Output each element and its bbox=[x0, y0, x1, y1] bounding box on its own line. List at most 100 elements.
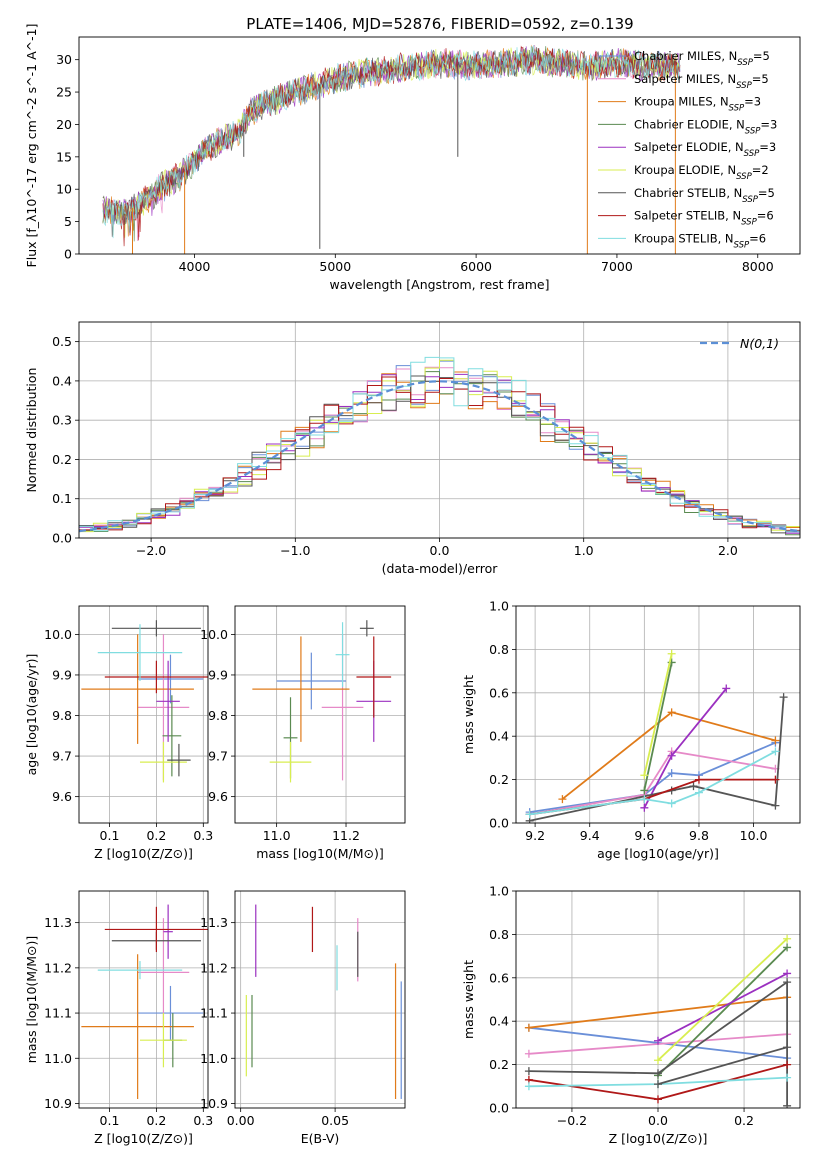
chart-age-weight: 9.2 9.4 9.6 9.8 10.0 0.0 0.2 0.4 0.6 0.8 1.0 age [l… bbox=[461, 599, 801, 861]
weight-line bbox=[657, 938, 788, 1061]
x-tick-label: 0.00 bbox=[227, 1113, 255, 1128]
y-tick-label: 11.1 bbox=[44, 1006, 72, 1021]
weight-marker bbox=[654, 1080, 662, 1089]
plot-area bbox=[252, 620, 392, 783]
x-tick-label: 9.2 bbox=[525, 828, 545, 843]
y-tick-label: 11.1 bbox=[200, 1006, 228, 1021]
x-tick-label: 8000 bbox=[742, 259, 774, 274]
y-tick-label: 0.4 bbox=[489, 1014, 509, 1029]
x-tick-label: 0.2 bbox=[146, 828, 166, 843]
weight-marker bbox=[667, 751, 676, 760]
x-tick-label: 1.0 bbox=[574, 543, 594, 558]
x-axis-label: Z [log10(Z/Z⊙)] bbox=[94, 846, 193, 861]
weight-line bbox=[643, 653, 673, 776]
chart-Z-age: 0.1 0.2 0.3 9.6 9.7 9.8 9.9 10.0 Z [log10(Z/Z⊙)]… bbox=[24, 605, 213, 861]
y-tick-label: 10.9 bbox=[200, 1096, 228, 1111]
weight-marker bbox=[722, 684, 731, 693]
legend-entry: Salpeter MILES, NSSP=5 bbox=[634, 72, 769, 91]
chart-mass-age: 11.0 11.2 9.6 9.7 9.8 9.9 10.0 mass [log10(M/M⊙… bbox=[200, 605, 406, 861]
x-tick-label: 0.3 bbox=[193, 828, 213, 843]
plot-area bbox=[102, 44, 681, 254]
y-tick-label: 10 bbox=[56, 182, 72, 197]
chart-residuals: N(0,1) −2.0 −1.0 0.0 1.0 2.0 0.0 0.1 0.2 0.3 0.4 0.… bbox=[24, 321, 801, 576]
spectrum-line bbox=[102, 45, 681, 239]
legend: Chabrier MILES, NSSP=5 Salpeter MILES, NS… bbox=[598, 49, 777, 250]
y-tick-label: 9.9 bbox=[52, 667, 72, 682]
weight-marker bbox=[783, 934, 792, 943]
y-tick-label: 0.8 bbox=[489, 927, 509, 942]
y-tick-label: 5 bbox=[64, 214, 72, 229]
y-tick-label: 1.0 bbox=[489, 599, 509, 614]
axes-frame bbox=[78, 36, 801, 255]
y-tick-label: 11.2 bbox=[44, 960, 72, 975]
legend-entry: Kroupa STELIB, NSSP=6 bbox=[634, 231, 766, 250]
weight-marker bbox=[694, 788, 703, 797]
y-tick-label: 9.6 bbox=[52, 789, 72, 804]
y-tick-label: 0.1 bbox=[52, 491, 72, 506]
legend-entry: N(0,1) bbox=[740, 336, 779, 351]
plot-area bbox=[245, 904, 402, 1099]
panels: Chabrier MILES, NSSP=5 Salpeter MILES, NS… bbox=[24, 24, 801, 1146]
chart-Z-weight: −0.2 0.0 0.2 0.0 0.2 0.4 0.6 0.8 1.0 Z [log10(Z/Z… bbox=[461, 884, 801, 1146]
weight-line bbox=[528, 996, 788, 1029]
y-tick-label: 0 bbox=[64, 247, 72, 262]
legend-entry: Chabrier ELODIE, NSSP=3 bbox=[634, 117, 777, 136]
x-tick-label: 2.0 bbox=[718, 543, 738, 558]
y-tick-label: 30 bbox=[56, 52, 72, 67]
weight-line bbox=[529, 750, 776, 816]
y-axis-label: Normed distribution bbox=[24, 368, 39, 493]
x-tick-label: 0.05 bbox=[321, 1113, 349, 1128]
y-tick-label: 9.8 bbox=[208, 708, 228, 723]
x-tick-label: 11.0 bbox=[263, 828, 291, 843]
weight-marker bbox=[771, 747, 780, 756]
weight-line bbox=[643, 687, 727, 809]
weight-marker bbox=[783, 1043, 792, 1052]
y-tick-label: 15 bbox=[56, 149, 72, 164]
plot-area bbox=[81, 620, 208, 783]
x-tick-label: 0.0 bbox=[430, 543, 450, 558]
y-tick-label: 11.3 bbox=[44, 915, 72, 930]
y-tick-label: 11.0 bbox=[44, 1051, 72, 1066]
gaussian-curve bbox=[79, 380, 800, 533]
x-axis-label: E(B-V) bbox=[301, 1131, 340, 1146]
weight-marker bbox=[667, 649, 676, 658]
y-tick-label: 0.3 bbox=[52, 413, 72, 428]
y-tick-label: 11.0 bbox=[200, 1051, 228, 1066]
legend-entry: Salpeter ELODIE, NSSP=3 bbox=[634, 140, 776, 159]
x-tick-label: 0.2 bbox=[146, 1113, 166, 1128]
y-tick-label: 25 bbox=[56, 85, 72, 100]
weight-marker bbox=[783, 1060, 792, 1069]
weight-marker bbox=[654, 1069, 662, 1078]
y-tick-label: 0.2 bbox=[52, 452, 72, 467]
y-tick-label: 11.2 bbox=[200, 960, 228, 975]
y-tick-label: 0.4 bbox=[489, 729, 509, 744]
y-axis-label: mass weight bbox=[461, 675, 476, 754]
weight-marker bbox=[640, 771, 649, 780]
plot-area bbox=[81, 904, 208, 1099]
weight-marker bbox=[667, 708, 676, 717]
y-tick-label: 0.5 bbox=[52, 334, 72, 349]
weight-marker bbox=[654, 1095, 662, 1104]
y-tick-label: 1.0 bbox=[489, 884, 509, 899]
chart-ebv-mass: 0.00 0.05 10.9 11.0 11.1 11.2 11.3 E(B-V) bbox=[200, 890, 406, 1146]
y-tick-label: 0.0 bbox=[489, 1101, 509, 1116]
y-tick-label: 0.6 bbox=[489, 970, 509, 985]
y-tick-label: 0.2 bbox=[489, 772, 509, 787]
x-axis-label: Z [log10(Z/Z⊙)] bbox=[94, 1131, 193, 1146]
y-tick-label: 0.8 bbox=[489, 642, 509, 657]
weight-marker bbox=[694, 775, 703, 784]
y-tick-label: 10.0 bbox=[200, 627, 228, 642]
weight-marker bbox=[783, 978, 792, 987]
weight-marker bbox=[667, 769, 676, 778]
y-tick-label: 9.6 bbox=[208, 789, 228, 804]
weight-line bbox=[529, 697, 785, 822]
plot-area bbox=[524, 934, 792, 1108]
y-tick-label: 0.6 bbox=[489, 685, 509, 700]
weight-marker bbox=[524, 1023, 533, 1032]
axes-frame bbox=[234, 605, 406, 824]
weight-marker bbox=[525, 810, 534, 819]
x-axis-label: age [log10(age/yr)] bbox=[597, 846, 719, 861]
x-axis-label: Z [log10(Z/Z⊙)] bbox=[609, 1131, 708, 1146]
y-axis-label: mass weight bbox=[461, 960, 476, 1039]
axes-frame bbox=[78, 605, 209, 824]
